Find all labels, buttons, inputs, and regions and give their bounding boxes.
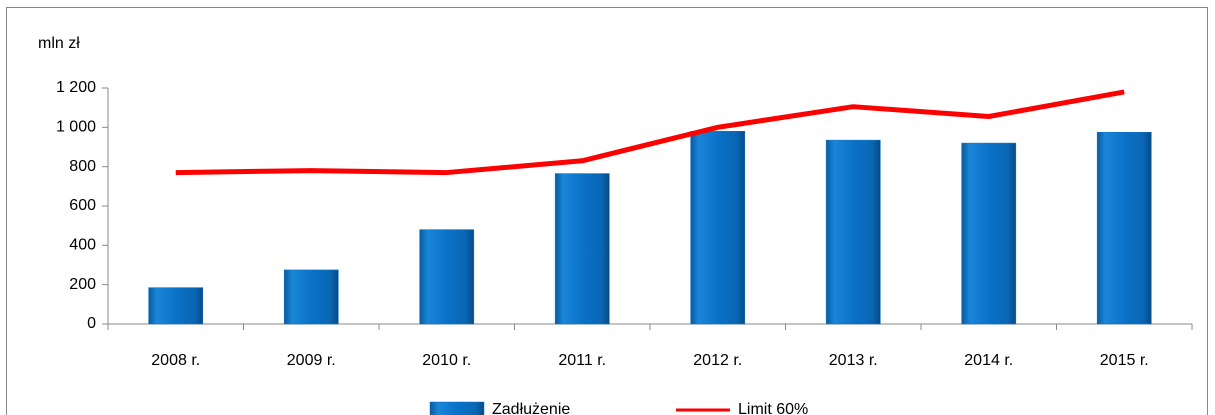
bar (961, 142, 1017, 325)
y-tick-label: 1 200 (56, 79, 96, 96)
bar (1096, 132, 1152, 325)
legend-label: Zadłużenie (492, 401, 570, 415)
y-tick-label: 200 (69, 276, 96, 293)
bar (690, 131, 746, 325)
line (175, 89, 1125, 176)
y-tick-label: 400 (69, 237, 96, 254)
y-tick-label: 600 (69, 197, 96, 214)
legend-swatch (429, 401, 485, 415)
y-tick-label: 800 (69, 158, 96, 175)
x-tick-label: 2012 r. (693, 352, 742, 369)
chart-border (6, 7, 1208, 415)
y-tick-label: 1 000 (56, 119, 96, 136)
bar (283, 269, 339, 325)
x-tick-label: 2015 r. (1100, 352, 1149, 369)
x-tick-label: 2009 r. (287, 352, 336, 369)
x-tick-label: 2008 r. (151, 352, 200, 369)
bar (419, 229, 475, 325)
x-tick-label: 2011 r. (558, 352, 606, 369)
x-tick-label: 2014 r. (964, 352, 1013, 369)
y-axis-label: mln zł (38, 35, 80, 52)
y-tick-label: 0 (87, 315, 96, 332)
bar (554, 173, 610, 325)
x-tick-label: 2010 r. (422, 352, 471, 369)
bar (148, 287, 204, 325)
x-tick-label: 2013 r. (829, 352, 878, 369)
legend-label: Limit 60% (738, 401, 808, 415)
bar (825, 139, 881, 325)
